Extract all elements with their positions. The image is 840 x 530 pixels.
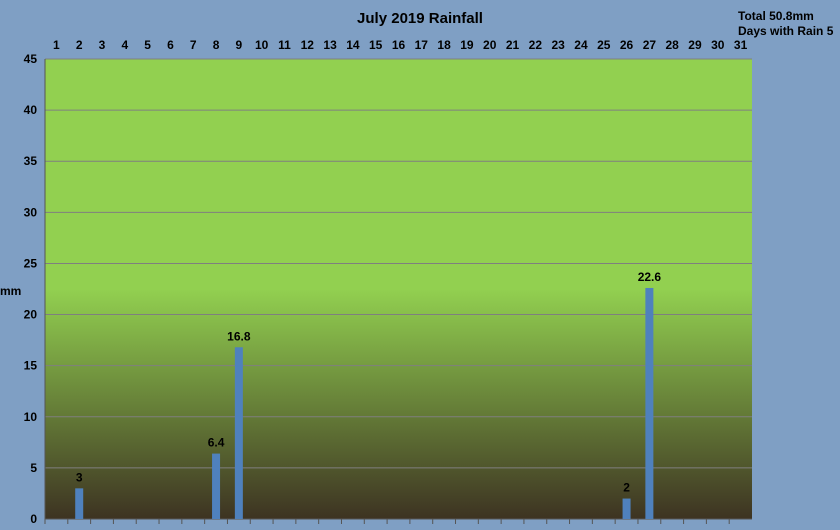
chart-title: July 2019 Rainfall [357,10,483,27]
x-tick-label: 27 [643,38,657,52]
x-tick-label: 30 [711,38,725,52]
bar [234,347,243,519]
total-rainfall-label: Total 50.8mm [738,9,814,23]
y-tick-label: 25 [24,256,38,270]
x-tick-label: 1 [53,38,60,52]
x-tick-label: 6 [167,38,174,52]
y-tick-label: 30 [24,205,38,219]
x-tick-label: 21 [506,38,520,52]
data-label: 22.6 [638,270,662,284]
x-tick-label: 5 [144,38,151,52]
y-axis-unit-label: mm [0,284,22,298]
x-tick-label: 25 [597,38,611,52]
x-tick-label: 12 [301,38,315,52]
y-tick-label: 5 [30,461,37,475]
x-axis-ticks: 1 2 3 4 5 6 7 8 9 10 11 12 13 14 15 16 17 18 19 20 21 22 23 24 2… [44,38,748,524]
x-tick-label: 3 [99,38,106,52]
y-tick-label: 20 [24,308,38,322]
x-tick-label: 8 [213,38,220,52]
x-tick-label: 14 [346,38,360,52]
x-tick-label: 7 [190,38,197,52]
y-tick-label: 15 [24,359,38,373]
x-tick-label: 22 [529,38,543,52]
days-with-rain-label: Days with Rain 5 [738,24,834,38]
bar [212,453,221,519]
x-tick-label: 16 [392,38,406,52]
bar [75,488,84,519]
y-tick-label: 40 [24,103,38,117]
data-labels: 3 6.4 16.8 2 22.6 [76,270,662,495]
x-tick-label: 18 [437,38,451,52]
plot-area [45,59,752,519]
x-tick-label: 11 [278,38,291,52]
x-tick-label: 4 [121,38,128,52]
x-tick-label: 10 [255,38,269,52]
data-label: 3 [76,470,83,484]
bars [75,287,654,519]
x-tick-label: 9 [236,38,243,52]
x-tick-label: 24 [574,38,588,52]
data-label: 2 [623,481,630,495]
x-tick-label: 13 [323,38,337,52]
x-tick-label: 20 [483,38,497,52]
x-tick-label: 26 [620,38,634,52]
y-axis-ticks: 0 5 10 15 20 25 30 35 40 45 [24,52,38,526]
data-label: 16.8 [227,329,251,343]
x-tick-label: 28 [665,38,679,52]
bar [622,498,631,519]
y-tick-label: 35 [24,154,38,168]
data-label: 6.4 [208,436,225,450]
x-tick-label: 29 [688,38,702,52]
y-tick-label: 10 [24,410,38,424]
x-tick-label: 19 [460,38,474,52]
x-tick-label: 31 [734,38,748,52]
x-tick-label: 23 [551,38,565,52]
x-tick-label: 2 [76,38,83,52]
x-tick-label: 15 [369,38,383,52]
x-tick-label: 17 [415,38,429,52]
y-tick-label: 0 [30,512,37,526]
gridlines [44,58,752,520]
bar [645,287,654,519]
y-tick-label: 45 [24,52,38,66]
